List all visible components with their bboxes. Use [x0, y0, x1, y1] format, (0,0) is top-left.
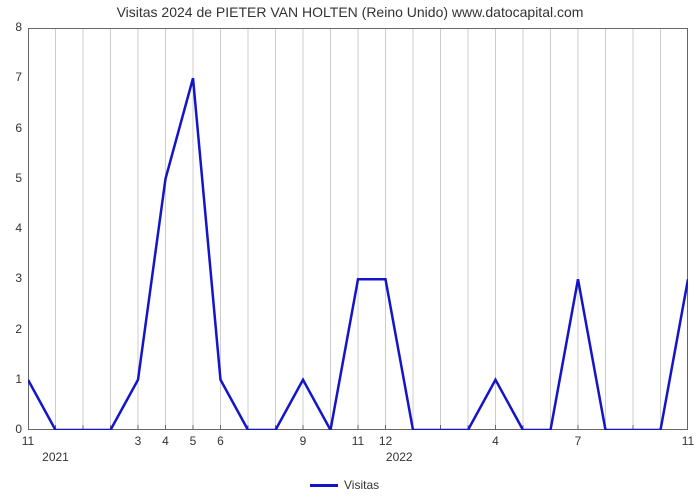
x-tick-label: 4 [492, 434, 499, 448]
x-tick-label: 12 [379, 434, 392, 448]
y-tick-label: 2 [6, 322, 22, 336]
y-tick-label: 7 [6, 70, 22, 84]
legend: Visitas [310, 478, 379, 492]
x-tick-label: 5 [190, 434, 197, 448]
x-tick-label: 11 [22, 434, 34, 448]
chart-title: Visitas 2024 de PIETER VAN HOLTEN (Reino… [0, 4, 700, 20]
chart-container: Visitas 2024 de PIETER VAN HOLTEN (Reino… [0, 0, 700, 500]
y-tick-label: 0 [6, 422, 22, 436]
x-tick-label: 6 [217, 434, 224, 448]
y-tick-label: 6 [6, 121, 22, 135]
legend-label: Visitas [344, 478, 379, 492]
x-tick-label: 7 [575, 434, 582, 448]
x-group-label: 2021 [42, 450, 69, 464]
y-tick-label: 1 [6, 372, 22, 386]
x-tick-label: 11 [682, 434, 694, 448]
x-group-label: 2022 [386, 450, 413, 464]
legend-swatch [310, 484, 338, 487]
y-tick-label: 8 [6, 20, 22, 34]
y-tick-label: 5 [6, 171, 22, 185]
x-tick-label: 4 [162, 434, 169, 448]
x-tick-label: 9 [300, 434, 307, 448]
x-tick-label: 3 [135, 434, 142, 448]
x-tick-label: 11 [352, 434, 364, 448]
y-tick-label: 4 [6, 221, 22, 235]
plot-area [28, 28, 688, 430]
y-tick-label: 3 [6, 271, 22, 285]
